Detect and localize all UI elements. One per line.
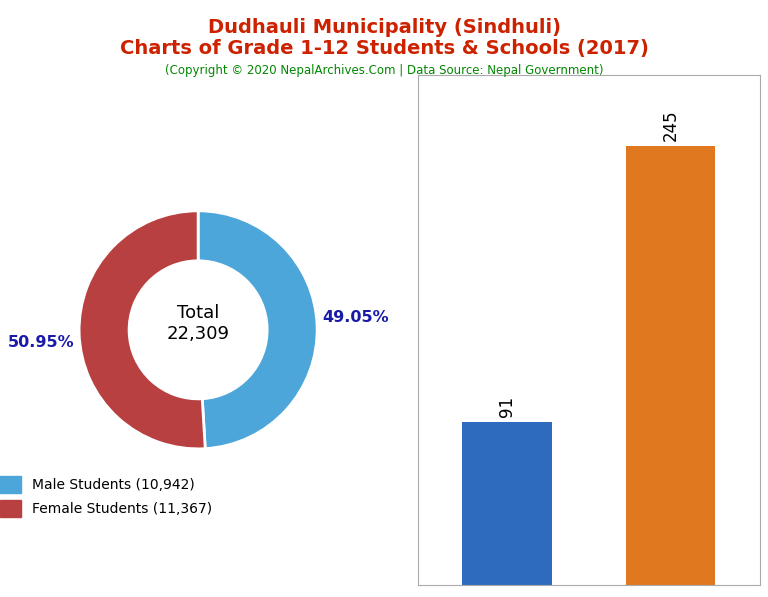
Text: (Copyright © 2020 NepalArchives.Com | Data Source: Nepal Government): (Copyright © 2020 NepalArchives.Com | Da… [165,64,603,77]
Text: 50.95%: 50.95% [8,334,74,349]
Text: Charts of Grade 1-12 Students & Schools (2017): Charts of Grade 1-12 Students & Schools … [120,39,648,58]
Legend: Male Students (10,942), Female Students (11,367): Male Students (10,942), Female Students … [0,472,216,521]
Text: 245: 245 [661,109,680,141]
Text: Dudhauli Municipality (Sindhuli): Dudhauli Municipality (Sindhuli) [207,18,561,37]
Wedge shape [198,211,317,449]
Wedge shape [79,211,205,449]
Bar [626,146,716,585]
Text: Total
22,309: Total 22,309 [167,304,230,343]
Bar [462,422,552,585]
Text: 49.05%: 49.05% [322,310,389,325]
Text: 91: 91 [498,396,516,417]
